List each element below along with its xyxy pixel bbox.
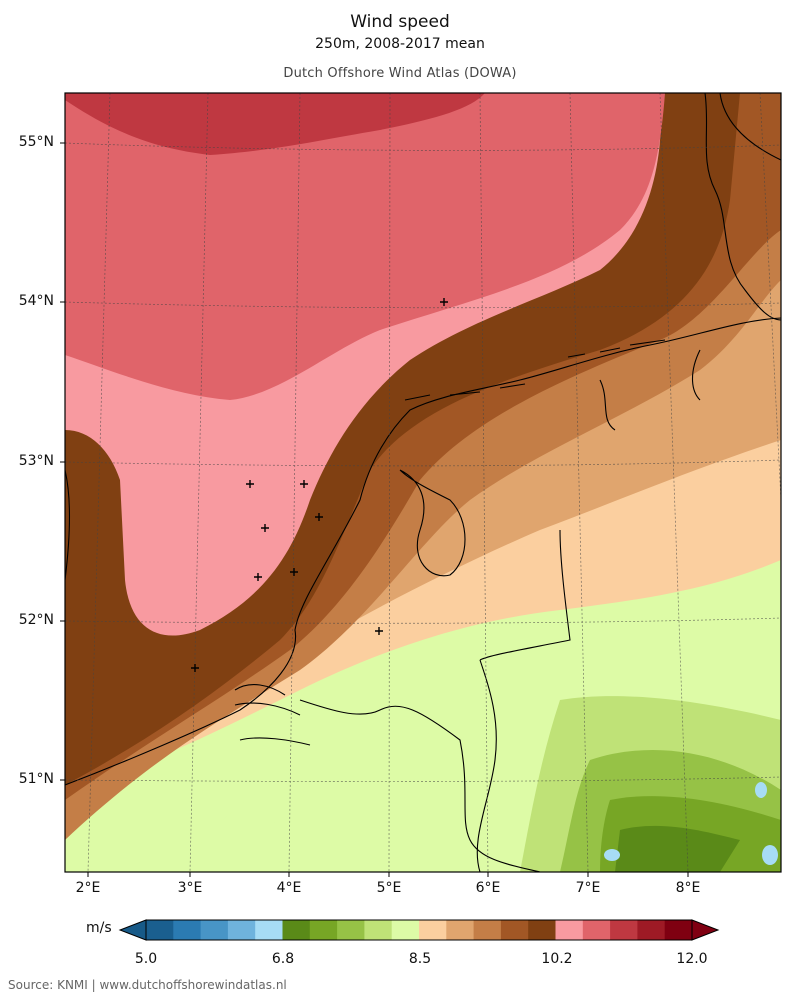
colorbar-swatch: [255, 920, 283, 940]
lon-label-7: 7°E: [575, 880, 601, 896]
chart-title: Wind speed: [350, 12, 450, 32]
colorbar-swatch: [200, 920, 229, 940]
colorbar-tick-4: 10.2: [541, 951, 573, 967]
dataset-source: Dutch Offshore Wind Atlas (DOWA): [283, 66, 517, 81]
colorbar-tick-5: 12.0: [676, 951, 708, 967]
lat-label-53: 53°N: [18, 453, 54, 469]
lat-label-52: 52°N: [18, 612, 54, 628]
lon-label-3: 3°E: [177, 880, 203, 896]
lon-label-5: 5°E: [376, 880, 402, 896]
source-credit: Source: KNMI | www.dutchoffshorewindatla…: [8, 978, 287, 992]
offshore-band-3: [65, 93, 485, 155]
map-frame: [64, 92, 782, 873]
colorbar-min-extend: [118, 919, 147, 941]
colorbar-swatch: [610, 920, 638, 940]
colorbar-swatch: [391, 920, 420, 940]
colorbar-swatch: [528, 920, 556, 940]
colorbar-swatch: [637, 920, 666, 940]
colorbar-swatch: [555, 920, 584, 940]
colorbar: [118, 919, 720, 941]
colorbar-tick-2: 6.8: [271, 951, 295, 967]
colorbar-swatch: [282, 920, 311, 940]
colorbar-swatch: [446, 920, 475, 940]
colorbar-swatch: [664, 920, 693, 940]
colorbar-swatch: [146, 920, 174, 940]
colorbar-unit: m/s: [86, 920, 112, 936]
colorbar-swatch: [500, 920, 529, 940]
lon-label-6: 6°E: [475, 880, 501, 896]
green-band-4: [615, 825, 740, 872]
measurement-markers: [191, 298, 448, 672]
colorbar-swatch: [419, 920, 447, 940]
lat-label-55: 55°N: [18, 134, 54, 150]
colorbar-swatch: [582, 920, 611, 940]
colorbar-frame: [145, 919, 693, 941]
lon-label-2: 2°E: [75, 880, 101, 896]
offshore-band-2: [65, 93, 665, 400]
colorbar-swatch: [473, 920, 502, 940]
lon-label-4: 4°E: [276, 880, 302, 896]
lat-label-54: 54°N: [18, 293, 54, 309]
colorbar-tick-1: 5.0: [134, 951, 158, 967]
colorbar-tick-3: 8.5: [408, 951, 432, 967]
chart-subtitle: 250m, 2008-2017 mean: [315, 36, 485, 52]
colorbar-max-extend: [691, 919, 720, 941]
colorbar-swatch: [337, 920, 365, 940]
lon-label-8: 8°E: [675, 880, 701, 896]
colorbar-swatch: [364, 920, 393, 940]
colorbar-swatch: [309, 920, 338, 940]
colorbar-swatch: [227, 920, 256, 940]
colorbar-swatch: [173, 920, 202, 940]
lat-label-51: 51°N: [18, 771, 54, 787]
